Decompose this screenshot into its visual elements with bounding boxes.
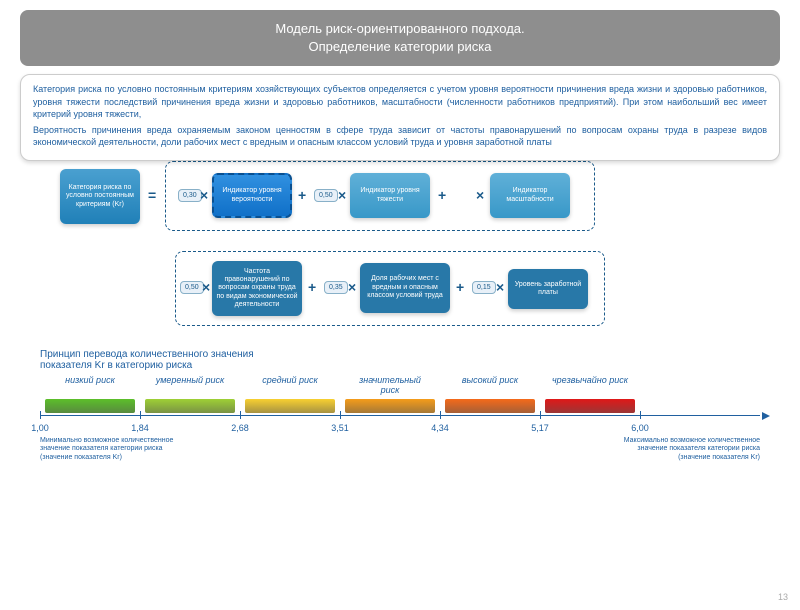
risk-label-1: умеренный риск: [150, 375, 230, 385]
risk-label-5: чрезвычайно риск: [550, 375, 630, 385]
formula-diagram: Категория риска по условно постоянным кр…: [20, 161, 780, 341]
op-plus-3: +: [308, 279, 316, 295]
header-line2: Определение категории риска: [40, 38, 760, 56]
slide-header: Модель риск-ориентированного подхода. Оп…: [20, 10, 780, 66]
risk-label-3: значительный риск: [350, 375, 430, 395]
tick-1: [140, 411, 141, 419]
op-mult-5: ×: [348, 279, 356, 295]
risk-segment-3: [345, 399, 435, 413]
scale-note-max: Максимально возможное количественное зна…: [610, 437, 760, 462]
coef-4: 0,35: [324, 281, 348, 294]
coef-2: 0,50: [314, 189, 338, 202]
page-number: 13: [778, 592, 788, 602]
tick-value-2: 2,68: [231, 423, 249, 433]
tick-value-3: 3,51: [331, 423, 349, 433]
tick-value-4: 4,34: [431, 423, 449, 433]
tick-3: [340, 411, 341, 419]
op-plus-4: +: [456, 279, 464, 295]
description-box: Категория риска по условно постоянным кр…: [20, 74, 780, 161]
op-plus-1: +: [298, 187, 306, 203]
op-mult-4: ×: [202, 279, 210, 295]
tick-value-5: 5,17: [531, 423, 549, 433]
risk-segment-4: [445, 399, 535, 413]
tick-2: [240, 411, 241, 419]
op-equals: =: [148, 187, 156, 203]
box-kr: Категория риска по условно постоянным кр…: [60, 169, 140, 224]
header-line1: Модель риск-ориентированного подхода.: [40, 20, 760, 38]
box-probability: Индикатор уровня вероятности: [212, 173, 292, 218]
scale-note-min: Минимально возможное количественное знач…: [40, 437, 190, 462]
para-1: Категория риска по условно постоянным кр…: [33, 83, 767, 119]
box-severity: Индикатор уровня тяжести: [350, 173, 430, 218]
tick-value-1: 1,84: [131, 423, 149, 433]
op-mult-1: ×: [200, 187, 208, 203]
coef-1: 0,30: [178, 189, 202, 202]
risk-label-2: средний риск: [250, 375, 330, 385]
op-plus-2: +: [438, 187, 446, 203]
tick-value-6: 6,00: [631, 423, 649, 433]
tick-6: [640, 411, 641, 419]
risk-label-0: низкий риск: [50, 375, 130, 385]
coef-5: 0,15: [472, 281, 496, 294]
box-workplaces: Доля рабочих мест с вредным и опасным кл…: [360, 263, 450, 313]
tick-5: [540, 411, 541, 419]
box-scale: Индикатор масштабности: [490, 173, 570, 218]
tick-0: [40, 411, 41, 419]
risk-segment-2: [245, 399, 335, 413]
para-2: Вероятность причинения вреда охраняемым …: [33, 124, 767, 148]
coef-3: 0,50: [180, 281, 204, 294]
axis-arrow: [762, 412, 770, 420]
op-mult-2: ×: [338, 187, 346, 203]
risk-segment-5: [545, 399, 635, 413]
op-mult-6: ×: [496, 279, 504, 295]
op-mult-3: ×: [476, 187, 484, 203]
tick-value-0: 1,00: [31, 423, 49, 433]
scale-axis: [40, 415, 760, 416]
scale-title: Принцип перевода количественного значени…: [40, 349, 290, 371]
tick-4: [440, 411, 441, 419]
risk-segment-1: [145, 399, 235, 413]
box-frequency: Частота правонарушений по вопросам охран…: [212, 261, 302, 316]
risk-scale: низкий риск умеренный риск средний риск зна…: [40, 375, 760, 485]
risk-segment-0: [45, 399, 135, 413]
box-wage: Уровень заработной платы: [508, 269, 588, 309]
risk-label-4: высокий риск: [450, 375, 530, 385]
